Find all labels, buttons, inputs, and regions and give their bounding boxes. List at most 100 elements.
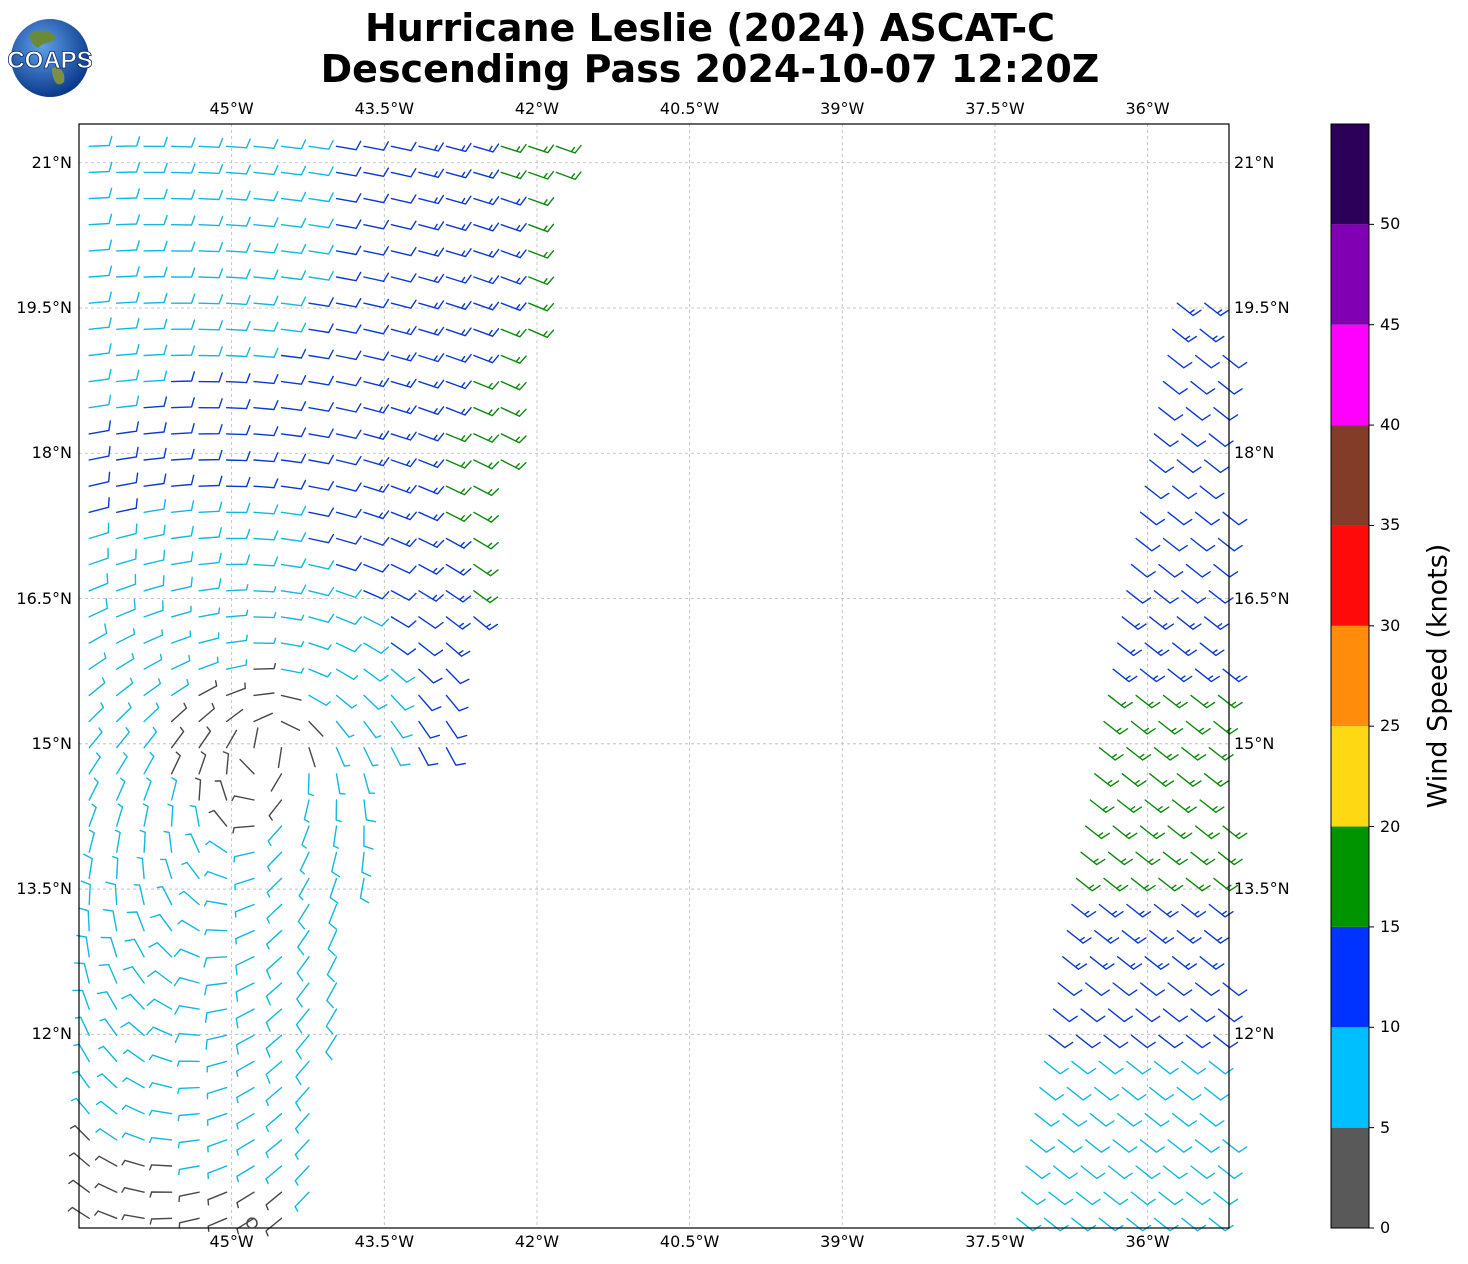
wind-barb-643 (1126, 903, 1152, 918)
wind-barb-648 (1103, 877, 1129, 892)
wind-barb-310 (170, 500, 195, 513)
gridlines (79, 124, 1229, 1228)
wind-barb-227 (308, 668, 332, 678)
wind-barb-514 (418, 194, 445, 205)
wind-barb-192 (116, 702, 132, 723)
wind-barb-669 (1199, 799, 1225, 813)
wind-barb-36 (95, 1100, 118, 1115)
wind-barb-193 (143, 702, 160, 723)
wind-barb-78 (235, 1008, 255, 1029)
wind-barb-329 (280, 479, 307, 490)
wind-barb-584 (1167, 1139, 1193, 1153)
wind-barb-531 (418, 168, 445, 178)
wind-barb-614 (1213, 1034, 1239, 1049)
wind-barb-622 (1057, 982, 1083, 996)
wind-barb-470 (143, 240, 168, 252)
wind-barb-637 (1121, 930, 1147, 944)
wind-barb-152 (301, 825, 310, 849)
lon-label-top-1: 43.5°W (354, 99, 415, 118)
wind-barb-347 (363, 457, 390, 467)
wind-barb-279 (143, 549, 166, 566)
wind-barb-437 (170, 293, 196, 304)
wind-barb-453 (143, 266, 168, 278)
wind-barb-685 (1107, 694, 1133, 709)
colorbar-tick-label-5: 25 (1380, 716, 1401, 736)
wind-barb-405 (198, 346, 223, 357)
lon-label-bottom-3: 40.5°W (659, 1232, 720, 1251)
wind-barb-311 (198, 501, 223, 513)
wind-barb-118 (234, 903, 255, 918)
wind-barb-409 (308, 349, 334, 360)
wind-barb-654 (1107, 851, 1133, 866)
wind-barb-649 (1130, 877, 1156, 892)
wind-barb-116 (178, 890, 200, 906)
wind-barb-426 (335, 324, 362, 334)
colorbar-tick-label-9: 45 (1380, 314, 1401, 334)
wind-barb-632 (1144, 956, 1170, 970)
lat-label-left-6: 12°N (31, 1024, 72, 1044)
wind-barb-696 (1144, 642, 1170, 657)
wind-barb-418 (116, 317, 140, 330)
wind-barb-734 (1167, 354, 1193, 369)
wind-barb-382 (445, 407, 472, 416)
wind-barb-212 (280, 694, 302, 701)
wind-barb-316 (335, 508, 362, 519)
wind-barb-71 (325, 1034, 338, 1061)
wind-barb-400 (500, 380, 527, 391)
wind-barb-477 (335, 245, 362, 256)
wind-barb-250 (170, 605, 192, 618)
wind-barb-281 (198, 552, 222, 566)
wind-barb-597 (1121, 1086, 1147, 1101)
wind-barb-708 (1158, 563, 1184, 578)
wind-barb-415 (473, 354, 500, 364)
wind-barb-64 (120, 1021, 145, 1036)
wind-barb-159 (194, 777, 202, 801)
wind-barb-556 (1043, 1217, 1069, 1232)
colorbar-bin-10 (1331, 124, 1369, 225)
wind-barb-323 (116, 472, 139, 487)
wind-barb-314 (280, 505, 307, 516)
wind-barb-460 (335, 271, 362, 282)
wind-barb-491 (253, 217, 279, 228)
wind-barb-638 (1149, 930, 1175, 944)
wind-barb-497 (418, 221, 445, 231)
wind-barb-248 (116, 599, 136, 618)
wind-barb-668 (1172, 799, 1197, 813)
wind-barb-146 (142, 803, 149, 827)
wind-barb-226 (280, 667, 305, 674)
wind-barb-420 (170, 319, 196, 330)
wind-barb-183 (253, 727, 259, 749)
colorbar-tick-label-3: 15 (1380, 916, 1401, 936)
wind-barb-537 (88, 135, 113, 147)
wind-barb-595 (1066, 1086, 1092, 1101)
wind-barb-315 (308, 507, 334, 517)
wind-barb-494 (335, 219, 362, 229)
wind-barb-558 (1098, 1217, 1124, 1232)
wind-barb-160 (214, 780, 228, 801)
wind-barb-138 (205, 840, 228, 853)
wind-barb-376 (280, 401, 307, 411)
wind-barb-69 (265, 1034, 283, 1058)
wind-barb-260 (445, 616, 471, 630)
wind-barb-443 (335, 297, 362, 308)
wind-barb-655 (1135, 851, 1161, 866)
wind-barb-501 (528, 223, 555, 233)
wind-barb-575 (1135, 1165, 1161, 1180)
wind-barb-471 (170, 241, 196, 252)
wind-barb-7 (265, 1217, 283, 1237)
wind-barb-691 (1139, 668, 1165, 683)
wind-barb-604 (1126, 1060, 1152, 1075)
wind-barb-644 (1153, 903, 1179, 918)
wind-barb-578 (1217, 1165, 1243, 1180)
lat-label-right-5: 13.5°N (1234, 879, 1290, 899)
wind-barb-206 (116, 677, 134, 697)
wind-barb-664 (1222, 825, 1248, 840)
wind-barb-452 (116, 266, 140, 278)
wind-barb-57 (176, 1060, 200, 1067)
wind-barb-482 (473, 248, 500, 258)
wind-barb-689 (1217, 694, 1243, 709)
wind-barb-636 (1094, 930, 1120, 944)
wind-barb-174 (307, 773, 314, 797)
wind-barb-511 (335, 193, 362, 203)
